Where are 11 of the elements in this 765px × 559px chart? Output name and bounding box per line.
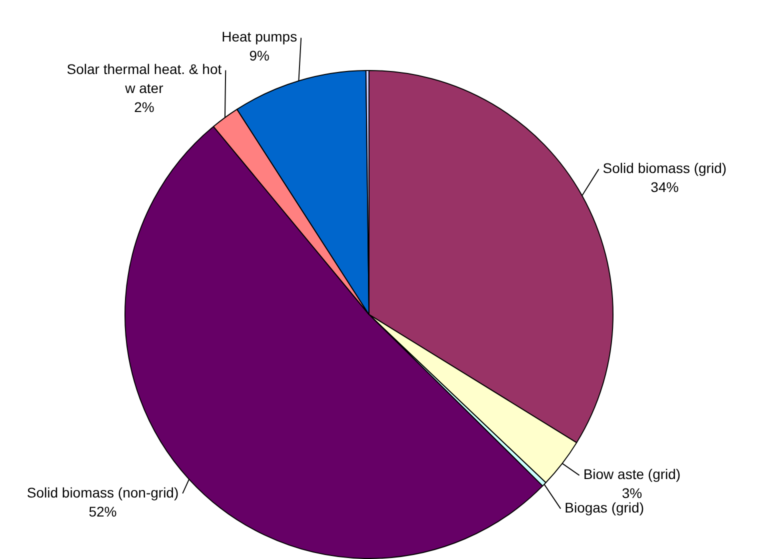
data-label: 2% — [134, 99, 154, 116]
slice-label: Solar thermal heat. & hot w ater — [66, 61, 222, 96]
slice-label: Solid biomass (non-grid) — [26, 484, 179, 500]
data-label: 9% — [249, 48, 270, 64]
data-label: 52% — [88, 503, 117, 520]
slice-label: Heat pumps — [222, 28, 298, 45]
slice-label: Biow aste (grid) — [583, 466, 681, 482]
data-label: 34% — [650, 178, 679, 195]
data-label: 3% — [622, 485, 642, 502]
slice-label: Biogas (grid) — [564, 500, 644, 516]
slice-label: Solid biomass (grid) — [602, 160, 727, 176]
